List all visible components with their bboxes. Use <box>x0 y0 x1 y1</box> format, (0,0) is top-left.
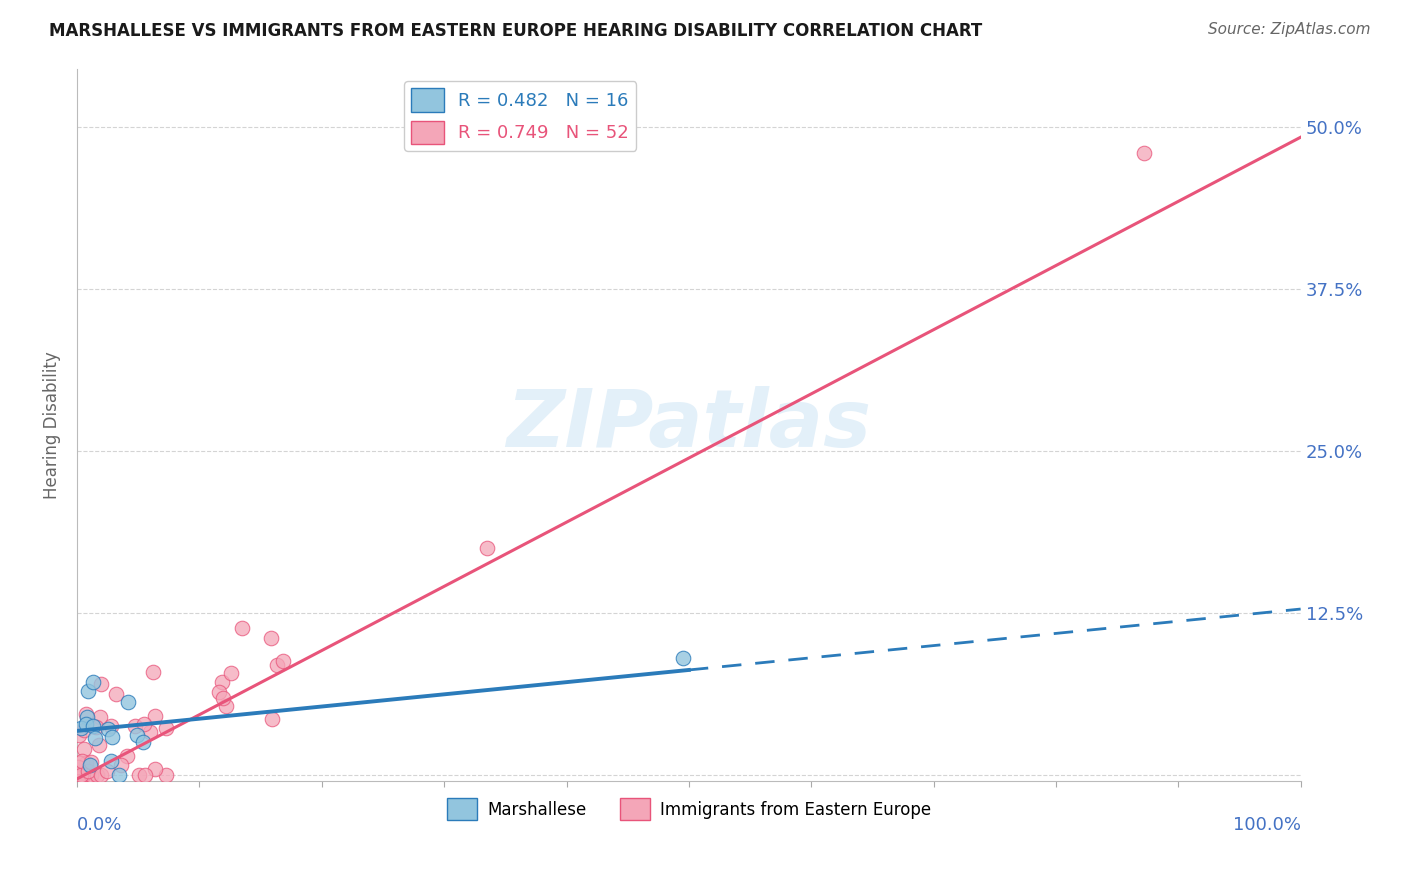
Point <box>124 719 146 733</box>
Text: ZIPatlas: ZIPatlas <box>506 386 872 464</box>
Point <box>117 694 139 708</box>
Point <box>77 768 100 782</box>
Point <box>72 768 94 782</box>
Point <box>219 665 242 680</box>
Point <box>475 541 498 555</box>
Point <box>117 748 139 763</box>
Point <box>72 768 94 782</box>
Y-axis label: Hearing Disability: Hearing Disability <box>44 351 60 499</box>
Point <box>231 621 253 635</box>
Point <box>143 708 166 723</box>
Point <box>271 654 294 668</box>
Point <box>90 677 112 691</box>
Point <box>77 768 100 782</box>
Point <box>155 768 177 782</box>
Point <box>70 721 93 735</box>
Point <box>134 717 156 731</box>
Point <box>214 698 236 713</box>
Point <box>82 719 104 733</box>
Point <box>84 720 107 734</box>
Point <box>77 764 100 778</box>
Legend: Marshallese, Immigrants from Eastern Europe: Marshallese, Immigrants from Eastern Eur… <box>440 792 938 827</box>
Point <box>104 687 127 701</box>
Point <box>143 762 166 776</box>
Point <box>76 768 98 782</box>
Point <box>97 722 120 736</box>
Point <box>110 758 132 772</box>
Point <box>132 735 155 749</box>
Point <box>208 684 231 698</box>
Point <box>100 730 122 744</box>
Point <box>69 768 91 782</box>
Point <box>80 755 103 769</box>
Point <box>67 760 90 774</box>
Point <box>67 756 90 771</box>
Text: 0.0%: 0.0% <box>77 815 122 834</box>
Point <box>1133 145 1156 160</box>
Point <box>127 728 149 742</box>
Point <box>89 710 111 724</box>
Point <box>142 665 165 679</box>
Point <box>76 684 98 698</box>
Text: Source: ZipAtlas.com: Source: ZipAtlas.com <box>1208 22 1371 37</box>
Point <box>80 768 103 782</box>
Point <box>128 768 150 782</box>
Point <box>82 675 104 690</box>
Point <box>70 754 93 768</box>
Point <box>90 768 112 782</box>
Point <box>76 710 98 724</box>
Point <box>211 691 233 706</box>
Point <box>266 658 288 673</box>
Point <box>96 764 118 779</box>
Point <box>67 728 90 742</box>
Point <box>79 758 101 772</box>
Point <box>75 707 97 722</box>
Point <box>76 756 98 770</box>
Point <box>73 723 96 737</box>
Point <box>134 767 156 781</box>
Point <box>73 742 96 756</box>
Point <box>260 632 283 646</box>
Point <box>211 674 233 689</box>
Point <box>84 731 107 746</box>
Point <box>80 768 103 782</box>
Point <box>86 768 108 782</box>
Point <box>672 651 695 665</box>
Point <box>155 721 177 735</box>
Point <box>75 716 97 731</box>
Point <box>87 738 110 752</box>
Point <box>100 719 122 733</box>
Point <box>260 712 283 726</box>
Text: MARSHALLESE VS IMMIGRANTS FROM EASTERN EUROPE HEARING DISABILITY CORRELATION CHA: MARSHALLESE VS IMMIGRANTS FROM EASTERN E… <box>49 22 983 40</box>
Text: 100.0%: 100.0% <box>1233 815 1301 834</box>
Point <box>139 725 162 739</box>
Point <box>100 755 122 769</box>
Point <box>108 768 131 782</box>
Point <box>69 768 91 782</box>
